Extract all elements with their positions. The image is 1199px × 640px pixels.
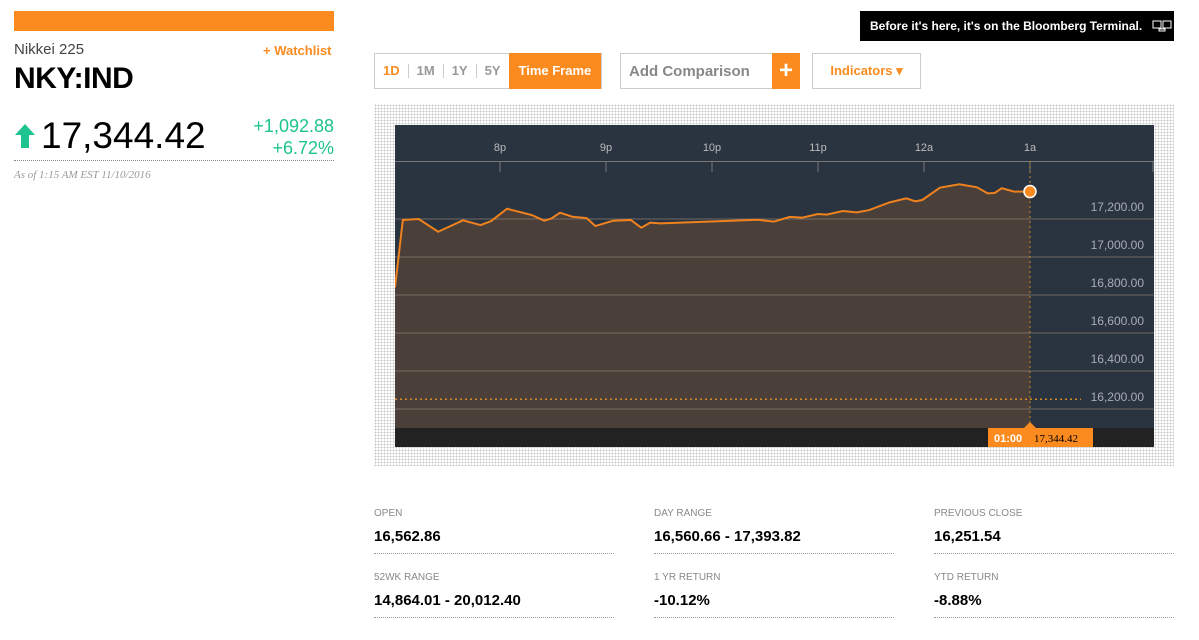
- range-1d[interactable]: 1D: [375, 64, 409, 78]
- y-tick-label: 16,200.00: [1091, 390, 1145, 404]
- stat-label: OPEN: [374, 508, 403, 519]
- terminal-icon: [1152, 20, 1172, 32]
- x-tick-label: 1a: [1024, 142, 1037, 154]
- cursor-time: 01:00: [994, 433, 1022, 445]
- time-scrubber-bar: [395, 428, 1154, 447]
- change-percent: +6.72%: [272, 138, 334, 158]
- stat-label: YTD RETURN: [934, 572, 999, 583]
- time-frame-button[interactable]: Time Frame: [508, 53, 602, 89]
- price-change: +1,092.88 +6.72%: [230, 115, 334, 159]
- price-chart[interactable]: 8p 9p 10p 11p 12a 1a 17,200.00 17,000.00 16,800…: [395, 125, 1154, 447]
- y-tick-label: 16,600.00: [1091, 314, 1145, 328]
- cursor-value: 17,344.42: [1034, 433, 1078, 445]
- stat-label: 52WK RANGE: [374, 572, 440, 583]
- current-point-marker: [1023, 184, 1037, 199]
- add-comparison-input[interactable]: [621, 54, 776, 88]
- stat-label: PREVIOUS CLOSE: [934, 508, 1023, 519]
- banner-text: Before it's here, it's on the Bloomberg …: [870, 19, 1143, 33]
- ticker-symbol: NKY:IND: [14, 62, 134, 95]
- range-1y[interactable]: 1Y: [444, 64, 477, 78]
- timestamp: As of 1:15 AM EST 11/10/2016: [14, 169, 151, 181]
- stat-52wk-range: 52WK RANGE 14,864.01 - 20,012.40: [374, 572, 614, 618]
- stat-value: 16,251.54: [934, 528, 1001, 545]
- stat-open: OPEN 16,562.86: [374, 508, 614, 554]
- y-tick-label: 17,200.00: [1091, 200, 1145, 214]
- x-tick-label: 9p: [600, 142, 612, 154]
- stat-1yr-return: 1 YR RETURN -10.12%: [654, 572, 894, 618]
- arrow-up-icon: [14, 123, 36, 154]
- range-1m[interactable]: 1M: [409, 64, 444, 78]
- x-tick-label: 8p: [494, 142, 506, 154]
- add-watchlist-button[interactable]: + Watchlist: [263, 43, 332, 58]
- y-tick-label: 17,000.00: [1091, 238, 1145, 252]
- indicators-dropdown[interactable]: Indicators ▾: [812, 53, 921, 89]
- stat-value: 14,864.01 - 20,012.40: [374, 592, 521, 609]
- stat-value: 16,560.66 - 17,393.82: [654, 528, 801, 545]
- price-area: [395, 184, 1030, 428]
- last-price: 17,344.42: [41, 115, 206, 156]
- x-tick-label: 11p: [809, 142, 827, 154]
- time-range-selector: 1D 1M 1Y 5Y Time Frame: [374, 53, 603, 89]
- stat-value: -8.88%: [934, 592, 982, 609]
- stat-value: -10.12%: [654, 592, 710, 609]
- stat-label: 1 YR RETURN: [654, 572, 721, 583]
- terminal-banner[interactable]: Before it's here, it's on the Bloomberg …: [860, 11, 1174, 41]
- stat-value: 16,562.86: [374, 528, 441, 545]
- security-name: Nikkei 225: [14, 41, 85, 58]
- change-value: +1,092.88: [253, 116, 334, 136]
- x-tick-label: 10p: [703, 142, 721, 154]
- x-tick-label: 12a: [915, 142, 934, 154]
- cursor-tooltip: 01:00 17,344.42: [988, 422, 1093, 447]
- range-5y[interactable]: 5Y: [484, 63, 501, 78]
- stat-label: DAY RANGE: [654, 508, 712, 519]
- divider: [14, 160, 334, 161]
- y-tick-label: 16,400.00: [1091, 352, 1145, 366]
- stat-ytd-return: YTD RETURN -8.88%: [934, 572, 1174, 618]
- comparison-box: +: [620, 53, 800, 89]
- y-tick-label: 16,800.00: [1091, 276, 1145, 290]
- price-line: [395, 183, 1031, 288]
- brand-bar: [14, 11, 334, 31]
- stat-previous-close: PREVIOUS CLOSE 16,251.54: [934, 508, 1174, 554]
- stat-day-range: DAY RANGE 16,560.66 - 17,393.82: [654, 508, 894, 554]
- add-comparison-button[interactable]: +: [772, 53, 800, 89]
